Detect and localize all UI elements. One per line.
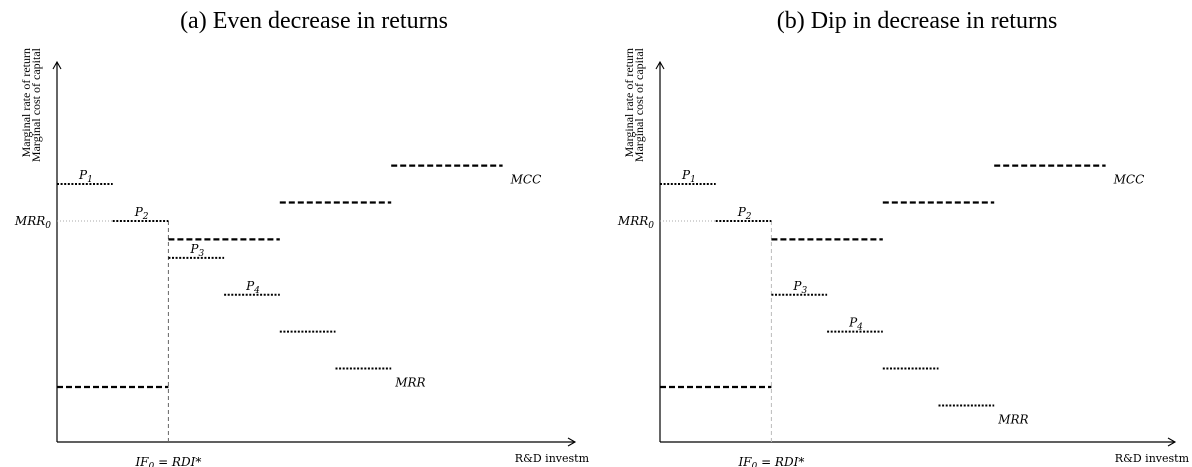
project-label: P1: [78, 168, 93, 185]
project-label: P1: [681, 168, 696, 185]
y-axis-label-cost: Marginal cost of capital: [632, 47, 646, 162]
project-label: P4: [245, 279, 260, 296]
y-axis-arrow: [655, 60, 665, 70]
project-label: P3: [792, 279, 807, 296]
y-axis-label-rate: Marginal rate of return: [19, 48, 33, 157]
x-axis-arrow: [567, 437, 577, 447]
x-axis-label: R&D investm: [1115, 452, 1190, 465]
project-label: P3: [189, 242, 204, 259]
y-axis-label-cost: Marginal cost of capital: [29, 47, 43, 162]
project-label: P2: [134, 205, 149, 222]
project-label: P4: [848, 316, 863, 333]
x-axis-arrow: [1167, 437, 1177, 447]
mrr-label: MRR: [997, 412, 1028, 426]
if0-label: IF0 = RDI*: [737, 455, 804, 467]
panel-b: (b) Dip in decrease in returns Marginal r…: [617, 8, 1190, 467]
mrr0-label: MRR0: [14, 214, 51, 231]
if0-label: IF0 = RDI*: [134, 455, 201, 467]
mcc-label: MCC: [510, 173, 542, 187]
x-axis-label: R&D investm: [515, 452, 590, 465]
project-label: P2: [737, 205, 752, 222]
mrr0-label: MRR0: [617, 214, 654, 231]
y-axis-label-rate: Marginal rate of return: [622, 48, 636, 157]
y-axis-arrow: [52, 60, 62, 70]
panel-a: (a) Even decrease in returns Marginal rat…: [14, 8, 590, 467]
panel-title: (b) Dip in decrease in returns: [777, 8, 1058, 34]
panel-title: (a) Even decrease in returns: [180, 8, 448, 34]
mrr-label: MRR: [394, 376, 425, 390]
mcc-label: MCC: [1113, 173, 1145, 187]
